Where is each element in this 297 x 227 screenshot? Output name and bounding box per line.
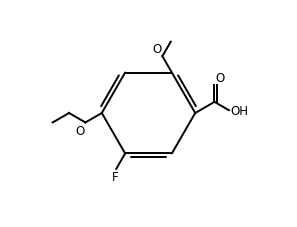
Text: O: O	[216, 72, 225, 85]
Text: OH: OH	[230, 104, 248, 117]
Text: F: F	[112, 170, 119, 183]
Text: O: O	[152, 43, 161, 56]
Text: O: O	[75, 124, 84, 137]
